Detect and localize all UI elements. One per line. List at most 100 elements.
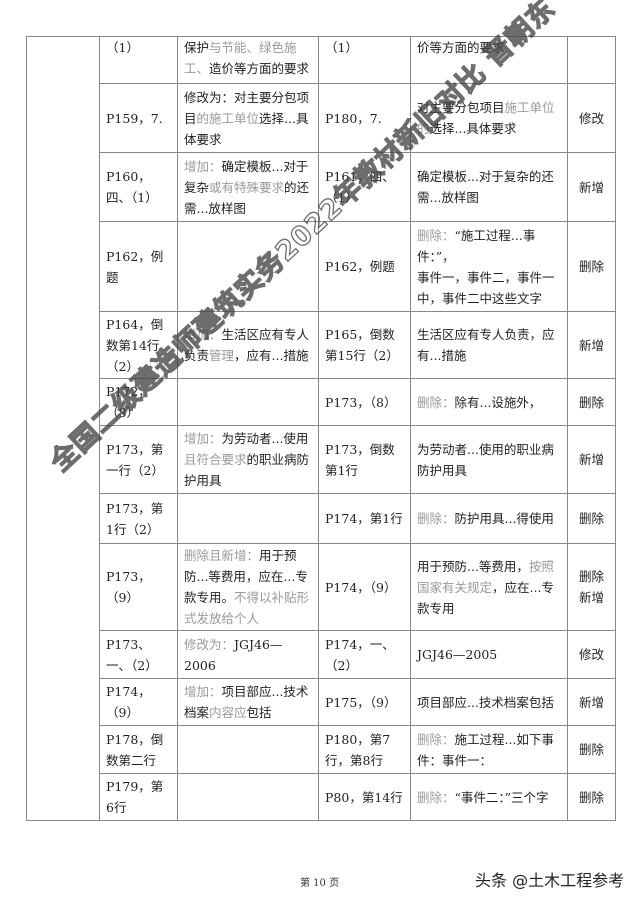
- cell-text: （1）: [325, 40, 358, 55]
- cell-text: P180，第7行，第8行: [325, 731, 391, 768]
- changed-text: 删除：: [417, 394, 455, 410]
- changed-text: 管理: [209, 348, 235, 363]
- cell-text: 生活区应有专人负责: [184, 327, 310, 363]
- cell-text: 修改: [578, 647, 604, 662]
- cell-text: 造价等方面的要求: [209, 61, 310, 76]
- cell-text: P174，第1行: [325, 511, 403, 526]
- cell-text: P173，第一行（2）: [106, 441, 164, 478]
- cell-text: P161，四、（1）: [325, 169, 395, 205]
- new-location-cell: P162，例题: [318, 221, 411, 312]
- changed-text: 增加：: [184, 327, 222, 342]
- old-location-cell: P174，（9）: [99, 678, 178, 726]
- cell-text: “事件二：”三个字: [454, 789, 549, 805]
- old-location-cell: （1）: [99, 36, 178, 84]
- changed-text: 或有特殊要求: [209, 179, 285, 195]
- new-content-cell: 项目部应...技术档案包括: [410, 678, 568, 726]
- changed-text: 删除：: [417, 511, 455, 526]
- new-location-cell: P165，倒数第15行（2）: [318, 311, 411, 379]
- new-location-cell: P175，（9）: [318, 678, 411, 726]
- brand-label: 头条 @土木工程参考: [475, 871, 625, 890]
- action-cell: 删除: [567, 221, 616, 312]
- cell-text: P174，一、（2）: [325, 636, 395, 673]
- cell-text: 项目部应...技术档案: [184, 684, 309, 720]
- action-cell: 删除: [567, 725, 616, 774]
- old-content-cell: [177, 378, 319, 426]
- cell-text: P80，第14行: [325, 789, 403, 805]
- new-location-cell: P174，一、（2）: [318, 630, 411, 679]
- cell-text: P162，例题: [106, 248, 164, 285]
- cell-text: 新增: [578, 337, 604, 353]
- cell-text: 新增: [578, 179, 604, 195]
- changed-text: 删除且新增：: [184, 548, 260, 563]
- cell-text: 施工过程...如下事件：事件一：: [417, 731, 554, 768]
- old-content-cell: 增加：项目部应...技术档案内容应包括: [177, 678, 319, 726]
- old-location-cell: P164，倒数第14行（2）: [99, 311, 178, 379]
- table-row: P174，（9） 增加：项目部应...技术档案内容应包括 P175，（9） 项目部应.…: [27, 678, 616, 726]
- new-content-cell: 删除：“事件二：”三个字: [410, 773, 568, 821]
- old-content-cell: [177, 493, 319, 544]
- cell-text: 事件一，事件二，事件一中，事件二中这些文字: [417, 269, 555, 306]
- cell-text: 选择...具体要求: [184, 110, 309, 147]
- changed-text: 增加：: [184, 431, 222, 446]
- old-location-cell: P159，7.: [99, 83, 178, 153]
- page-number: 第 10 页: [300, 878, 340, 889]
- action-cell: [567, 36, 616, 84]
- table-row: P179，第6行 P80，第14行 删除：“事件二：”三个字 删除: [27, 773, 616, 821]
- cell-text: 价等方面的要求: [417, 40, 505, 55]
- new-location-cell: （1）: [318, 36, 411, 84]
- table-row: （1） 保护与节能、绿色施工、造价等方面的要求 （1） 价等方面的要求: [26, 36, 616, 821]
- action-cell: 删除 新增: [567, 543, 616, 631]
- changed-text: 按照国家有关规定: [417, 558, 554, 595]
- new-content-cell: 用于预防...等费用，按照国家有关规定，应在...专款专用: [410, 543, 568, 631]
- cell-text: P180，7.: [325, 110, 382, 126]
- cell-text: P179，第6行: [106, 779, 164, 815]
- cell-text: 的还需...放样图: [184, 179, 310, 216]
- action-cell: 新增: [567, 678, 616, 726]
- old-content-cell: [177, 773, 319, 821]
- revision-table: （1） 保护与节能、绿色施工、造价等方面的要求 （1） 价等方面的要求 P159，7. 修…: [26, 36, 616, 821]
- changed-text: 施工单位的: [417, 100, 555, 136]
- action-cell: 新增: [567, 425, 616, 494]
- cell-text: JGJ46—2005: [417, 647, 498, 662]
- cell-text: 选择...具体要求: [429, 121, 517, 136]
- changed-text: 增加：: [184, 158, 222, 174]
- cell-text: 对主要分包项目: [417, 100, 505, 115]
- changed-text: 的施工单位: [196, 110, 260, 126]
- new-content-cell: 生活区应有专人负责，应有...措施: [410, 311, 568, 379]
- chapter-cell: [26, 36, 100, 821]
- cell-text: 为劳动者...使用的职业病防护用具: [417, 441, 554, 478]
- new-location-cell: P180，7.: [318, 83, 411, 153]
- new-content-cell: 为劳动者...使用的职业病防护用具: [410, 425, 568, 494]
- changed-text: 增加：: [184, 684, 222, 699]
- cell-text: 确定模板...对于复杂的还需...放样图: [417, 169, 554, 205]
- cell-text: 生活区应有专人负责，应有...措施: [417, 327, 555, 363]
- old-location-cell: P179，第6行: [99, 773, 178, 821]
- changed-text: 与节能、绿色施工、: [184, 40, 297, 76]
- old-content-cell: 删除且新增：用于预防...等费用，应在...专款专用。不得以补贴形式发放给个人: [177, 543, 319, 631]
- changed-text: 内容应: [209, 705, 247, 720]
- new-location-cell: P180，第7行，第8行: [318, 725, 411, 774]
- cell-text: P173，第1行（2）: [106, 500, 164, 537]
- changed-text: 修改为：: [184, 636, 235, 652]
- new-content-cell: 价等方面的要求: [410, 36, 568, 84]
- new-content-cell: 删除：防护用具...得使用: [410, 493, 568, 544]
- cell-text: ，应在...专款专用: [417, 579, 554, 616]
- new-location-cell: P173，倒数第1行: [318, 425, 411, 494]
- table-body: （1） 保护与节能、绿色施工、造价等方面的要求 （1） 价等方面的要求 P159，7. 修…: [26, 36, 616, 821]
- cell-text: P173、一、（2）: [106, 636, 158, 673]
- cell-text: P175，（9）: [325, 694, 397, 710]
- cell-text: 删除: [578, 394, 604, 410]
- table-row: P159，7. 修改为：对主要分包项目的施工单位选择...具体要求 P180，7. 对…: [27, 83, 616, 153]
- cell-text: 新增: [578, 452, 604, 467]
- cell-text: 用于预防...等费用，: [417, 558, 529, 574]
- new-location-cell: P161，四、（1）: [318, 152, 411, 222]
- new-location-cell: P174，第1行: [318, 493, 411, 544]
- old-content-cell: 保护与节能、绿色施工、造价等方面的要求: [177, 36, 319, 84]
- cell-text: P174，（9）: [325, 579, 397, 595]
- cell-text: 新增: [578, 694, 604, 710]
- cell-text: JGJ46—2006: [184, 636, 283, 673]
- old-content-cell: [177, 221, 319, 312]
- changed-text: 不得以补贴形式发放给个人: [184, 590, 310, 626]
- old-location-cell: P173，第1行（2）: [99, 493, 178, 544]
- changed-text: 且符合要求: [184, 452, 247, 467]
